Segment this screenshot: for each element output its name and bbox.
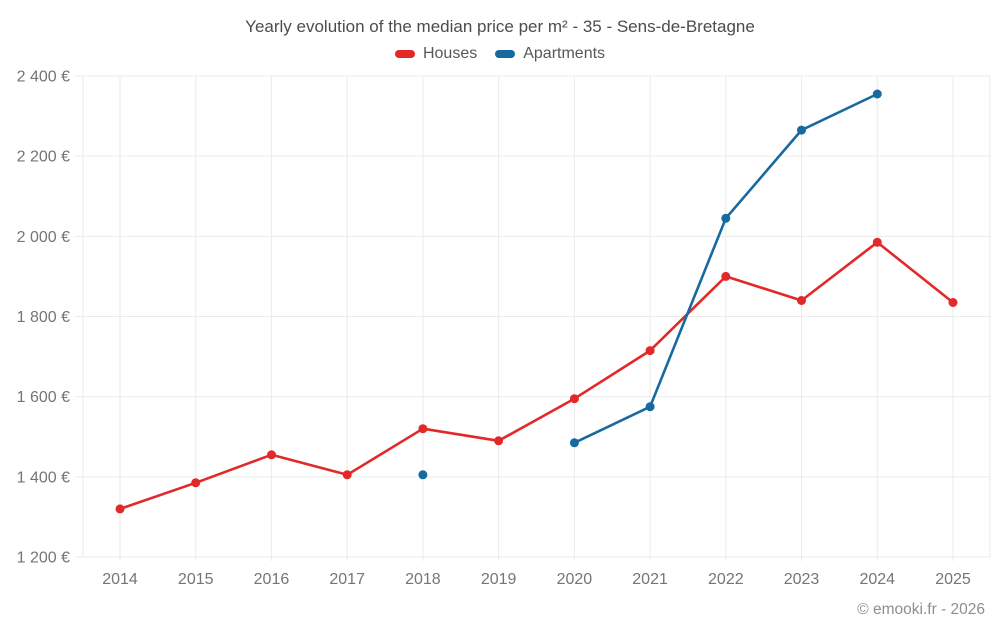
apartments-data-point-2020[interactable] [569, 438, 579, 448]
y-axis-tick-label: 2 000 € [17, 229, 70, 246]
x-axis-tick-label: 2018 [405, 571, 441, 588]
houses-data-point-2020[interactable] [569, 394, 579, 404]
x-axis-tick-label: 2017 [329, 571, 365, 588]
houses-data-point-2021[interactable] [645, 346, 655, 356]
x-axis-tick-label: 2016 [254, 571, 290, 588]
apartments-data-point-2024[interactable] [872, 89, 882, 99]
x-axis-tick-label: 2024 [859, 571, 895, 588]
houses-series-line [118, 241, 955, 511]
houses-data-point-2016[interactable] [267, 450, 276, 460]
houses-data-point-2015[interactable] [191, 478, 201, 488]
y-axis-tick-label: 2 200 € [17, 149, 70, 166]
watermark-credit: © emooki.fr - 2026 [857, 601, 985, 618]
y-axis-tick-label: 2 400 € [17, 69, 70, 86]
x-axis-tick-label: 2015 [178, 571, 214, 588]
y-axis-tick-label: 1 400 € [17, 469, 70, 486]
x-axis-tick-label: 2019 [481, 571, 517, 588]
houses-data-point-2018[interactable] [418, 424, 428, 434]
chart-legend: Houses Apartments [0, 45, 1000, 63]
houses-data-point-2023[interactable] [797, 296, 806, 305]
apartments-legend-swatch-icon [495, 50, 516, 58]
x-axis-tick-label: 2020 [557, 571, 593, 588]
y-axis-tick-label: 1 200 € [17, 550, 70, 567]
x-axis-tick-label: 2025 [935, 571, 971, 588]
apartments-data-point-2018[interactable] [418, 470, 428, 480]
x-axis-tick-label: 2022 [708, 571, 744, 588]
apartments-legend-label: Apartments [523, 45, 606, 62]
x-axis-tick-label: 2023 [784, 571, 820, 588]
houses-data-point-2024[interactable] [872, 237, 882, 247]
x-axis-tick-label: 2021 [632, 571, 668, 588]
chart-title: Yearly evolution of the median price per… [245, 17, 755, 36]
houses-legend-swatch-icon [394, 50, 415, 58]
houses-data-point-2022[interactable] [721, 271, 731, 281]
y-axis-tick-label: 1 600 € [17, 389, 70, 406]
houses-legend-label: Houses [422, 45, 478, 62]
legend-item-apartments[interactable]: Apartments [495, 45, 605, 63]
houses-data-point-2025[interactable] [948, 298, 958, 307]
houses-data-point-2019[interactable] [494, 436, 504, 446]
apartments-data-point-2022[interactable] [721, 213, 731, 223]
y-axis-tick-label: 1 800 € [17, 309, 70, 326]
x-axis-tick-label: 2014 [102, 571, 138, 588]
legend-item-houses[interactable]: Houses [394, 45, 478, 63]
houses-data-point-2014[interactable] [115, 504, 125, 514]
apartments-data-point-2023[interactable] [797, 125, 806, 135]
houses-data-point-2017[interactable] [342, 470, 352, 480]
apartments-data-point-2021[interactable] [645, 402, 655, 412]
